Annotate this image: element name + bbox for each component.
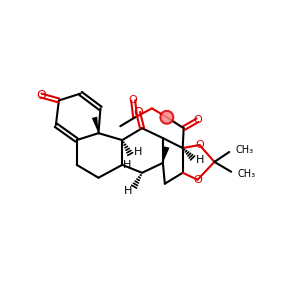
Text: O: O [195, 140, 204, 150]
Text: CH₃: CH₃ [235, 145, 253, 155]
Text: CH₃: CH₃ [237, 169, 255, 179]
Text: O: O [129, 95, 137, 106]
Text: H: H [196, 155, 205, 165]
Text: H: H [123, 160, 131, 170]
Text: O: O [133, 106, 143, 119]
Polygon shape [163, 146, 169, 163]
Text: H: H [134, 147, 142, 157]
Text: O: O [36, 89, 46, 102]
Text: H: H [124, 186, 132, 196]
Circle shape [160, 111, 173, 124]
Polygon shape [92, 117, 98, 133]
Text: O: O [193, 175, 202, 185]
Text: O: O [193, 115, 202, 125]
